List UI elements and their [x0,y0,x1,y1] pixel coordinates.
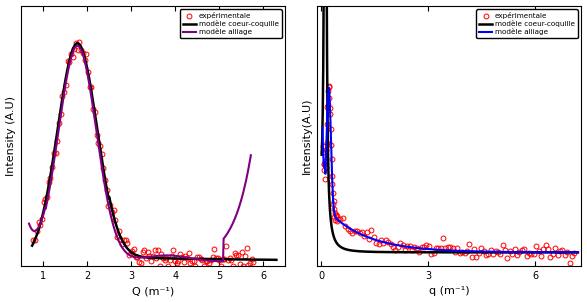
expérimentale [76,40,83,44]
Legend: expérimentale, modèle coeur-coquille, modèle alliage: expérimentale, modèle coeur-coquille, mo… [180,9,282,38]
modèle coeur-coquille [574,251,581,254]
modèle coeur-coquille [431,250,438,254]
Line: expérimentale: expérimentale [31,40,256,268]
modèle alliage [114,236,121,240]
expérimentale [126,253,133,257]
modèle coeur-coquille [494,251,501,254]
modèle alliage [99,166,106,169]
modèle alliage [319,126,326,129]
expérimentale [30,239,37,242]
modèle alliage [365,236,372,239]
expérimentale [326,84,333,88]
Line: expérimentale: expérimentale [321,84,577,265]
Line: modèle alliage: modèle alliage [322,88,578,252]
modèle coeur-coquille [523,251,530,254]
modèle alliage [74,44,81,47]
expérimentale [250,261,257,264]
expérimentale [552,246,559,250]
expérimentale [530,252,537,256]
X-axis label: Q (m⁻¹): Q (m⁻¹) [132,286,174,297]
Line: modèle coeur-coquille: modèle coeur-coquille [32,43,276,260]
modèle alliage [435,248,442,252]
expérimentale [146,254,153,258]
Y-axis label: Intensity (A.U): Intensity (A.U) [5,96,16,176]
expérimentale [195,256,203,259]
expérimentale [483,253,490,257]
modèle coeur-coquille [58,102,65,105]
modèle alliage [470,249,477,253]
modèle coeur-coquille [345,248,352,252]
modèle alliage [325,86,332,89]
modèle alliage [25,222,32,225]
Line: modèle coeur-coquille: modèle coeur-coquille [322,0,578,252]
expérimentale [156,264,163,267]
Legend: expérimentale, modèle coeur-coquille, modèle alliage: expérimentale, modèle coeur-coquille, mo… [476,9,578,38]
modèle alliage [52,148,59,152]
modèle alliage [220,259,227,263]
modèle coeur-coquille [205,257,212,261]
expérimentale [571,251,578,255]
modèle coeur-coquille [183,257,190,261]
Line: modèle alliage: modèle alliage [29,46,251,261]
modèle coeur-coquille [207,257,214,261]
modèle coeur-coquille [109,209,116,213]
modèle alliage [385,242,392,245]
modèle alliage [187,256,194,260]
modèle coeur-coquille [518,251,525,254]
modèle alliage [512,250,519,254]
modèle alliage [186,256,193,260]
modèle coeur-coquille [422,250,429,254]
expérimentale [178,255,185,259]
modèle coeur-coquille [273,258,280,262]
expérimentale [205,262,212,265]
expérimentale [423,244,430,247]
modèle alliage [490,250,497,254]
modèle coeur-coquille [29,244,36,247]
X-axis label: q (m⁻¹): q (m⁻¹) [429,286,470,297]
expérimentale [319,144,326,147]
Y-axis label: Intensity(A.U): Intensity(A.U) [302,98,312,174]
modèle alliage [574,250,581,254]
modèle alliage [166,254,173,257]
modèle coeur-coquille [74,41,81,45]
modèle coeur-coquille [126,249,133,252]
expérimentale [333,213,340,216]
expérimentale [92,110,99,114]
expérimentale [435,246,442,250]
expérimentale [566,261,573,265]
modèle coeur-coquille [318,153,325,156]
modèle alliage [247,153,254,157]
